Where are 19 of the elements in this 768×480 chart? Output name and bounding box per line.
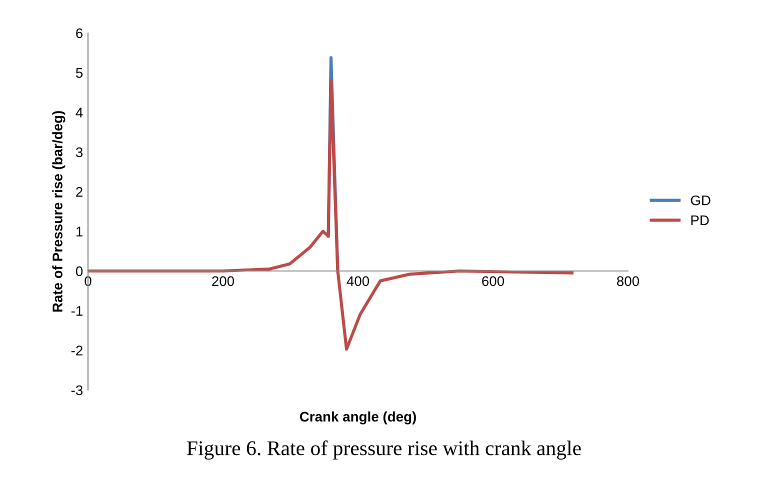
y-tick-label: 1	[76, 226, 82, 236]
y-tick-label: 5	[76, 68, 83, 78]
legend-label: PD	[691, 215, 709, 226]
x-tick-label: 200	[212, 276, 234, 286]
y-tick-label: -1	[71, 306, 82, 316]
x-tick-label: 400	[346, 276, 370, 286]
x-tick-label: 600	[482, 276, 504, 286]
y-tick-label: 3	[76, 147, 83, 158]
x-tick-label: 800	[617, 276, 640, 286]
x-axis-title: Crank angle (deg)	[300, 411, 416, 424]
y-tick-label: 0	[76, 266, 83, 276]
y-tick-label: 2	[76, 187, 82, 197]
y-tick-label: 6	[76, 28, 83, 38]
legend-label: GD	[690, 195, 710, 206]
y-tick-label: 4	[76, 108, 83, 118]
caption: Figure 6. Rate of pressure rise with crank angle	[187, 440, 581, 460]
y-tick-label: -2	[71, 346, 82, 356]
y-tick-label: -3	[71, 385, 83, 396]
y-axis-title: Rate of Pressure rise (bar/deg)	[52, 111, 66, 312]
